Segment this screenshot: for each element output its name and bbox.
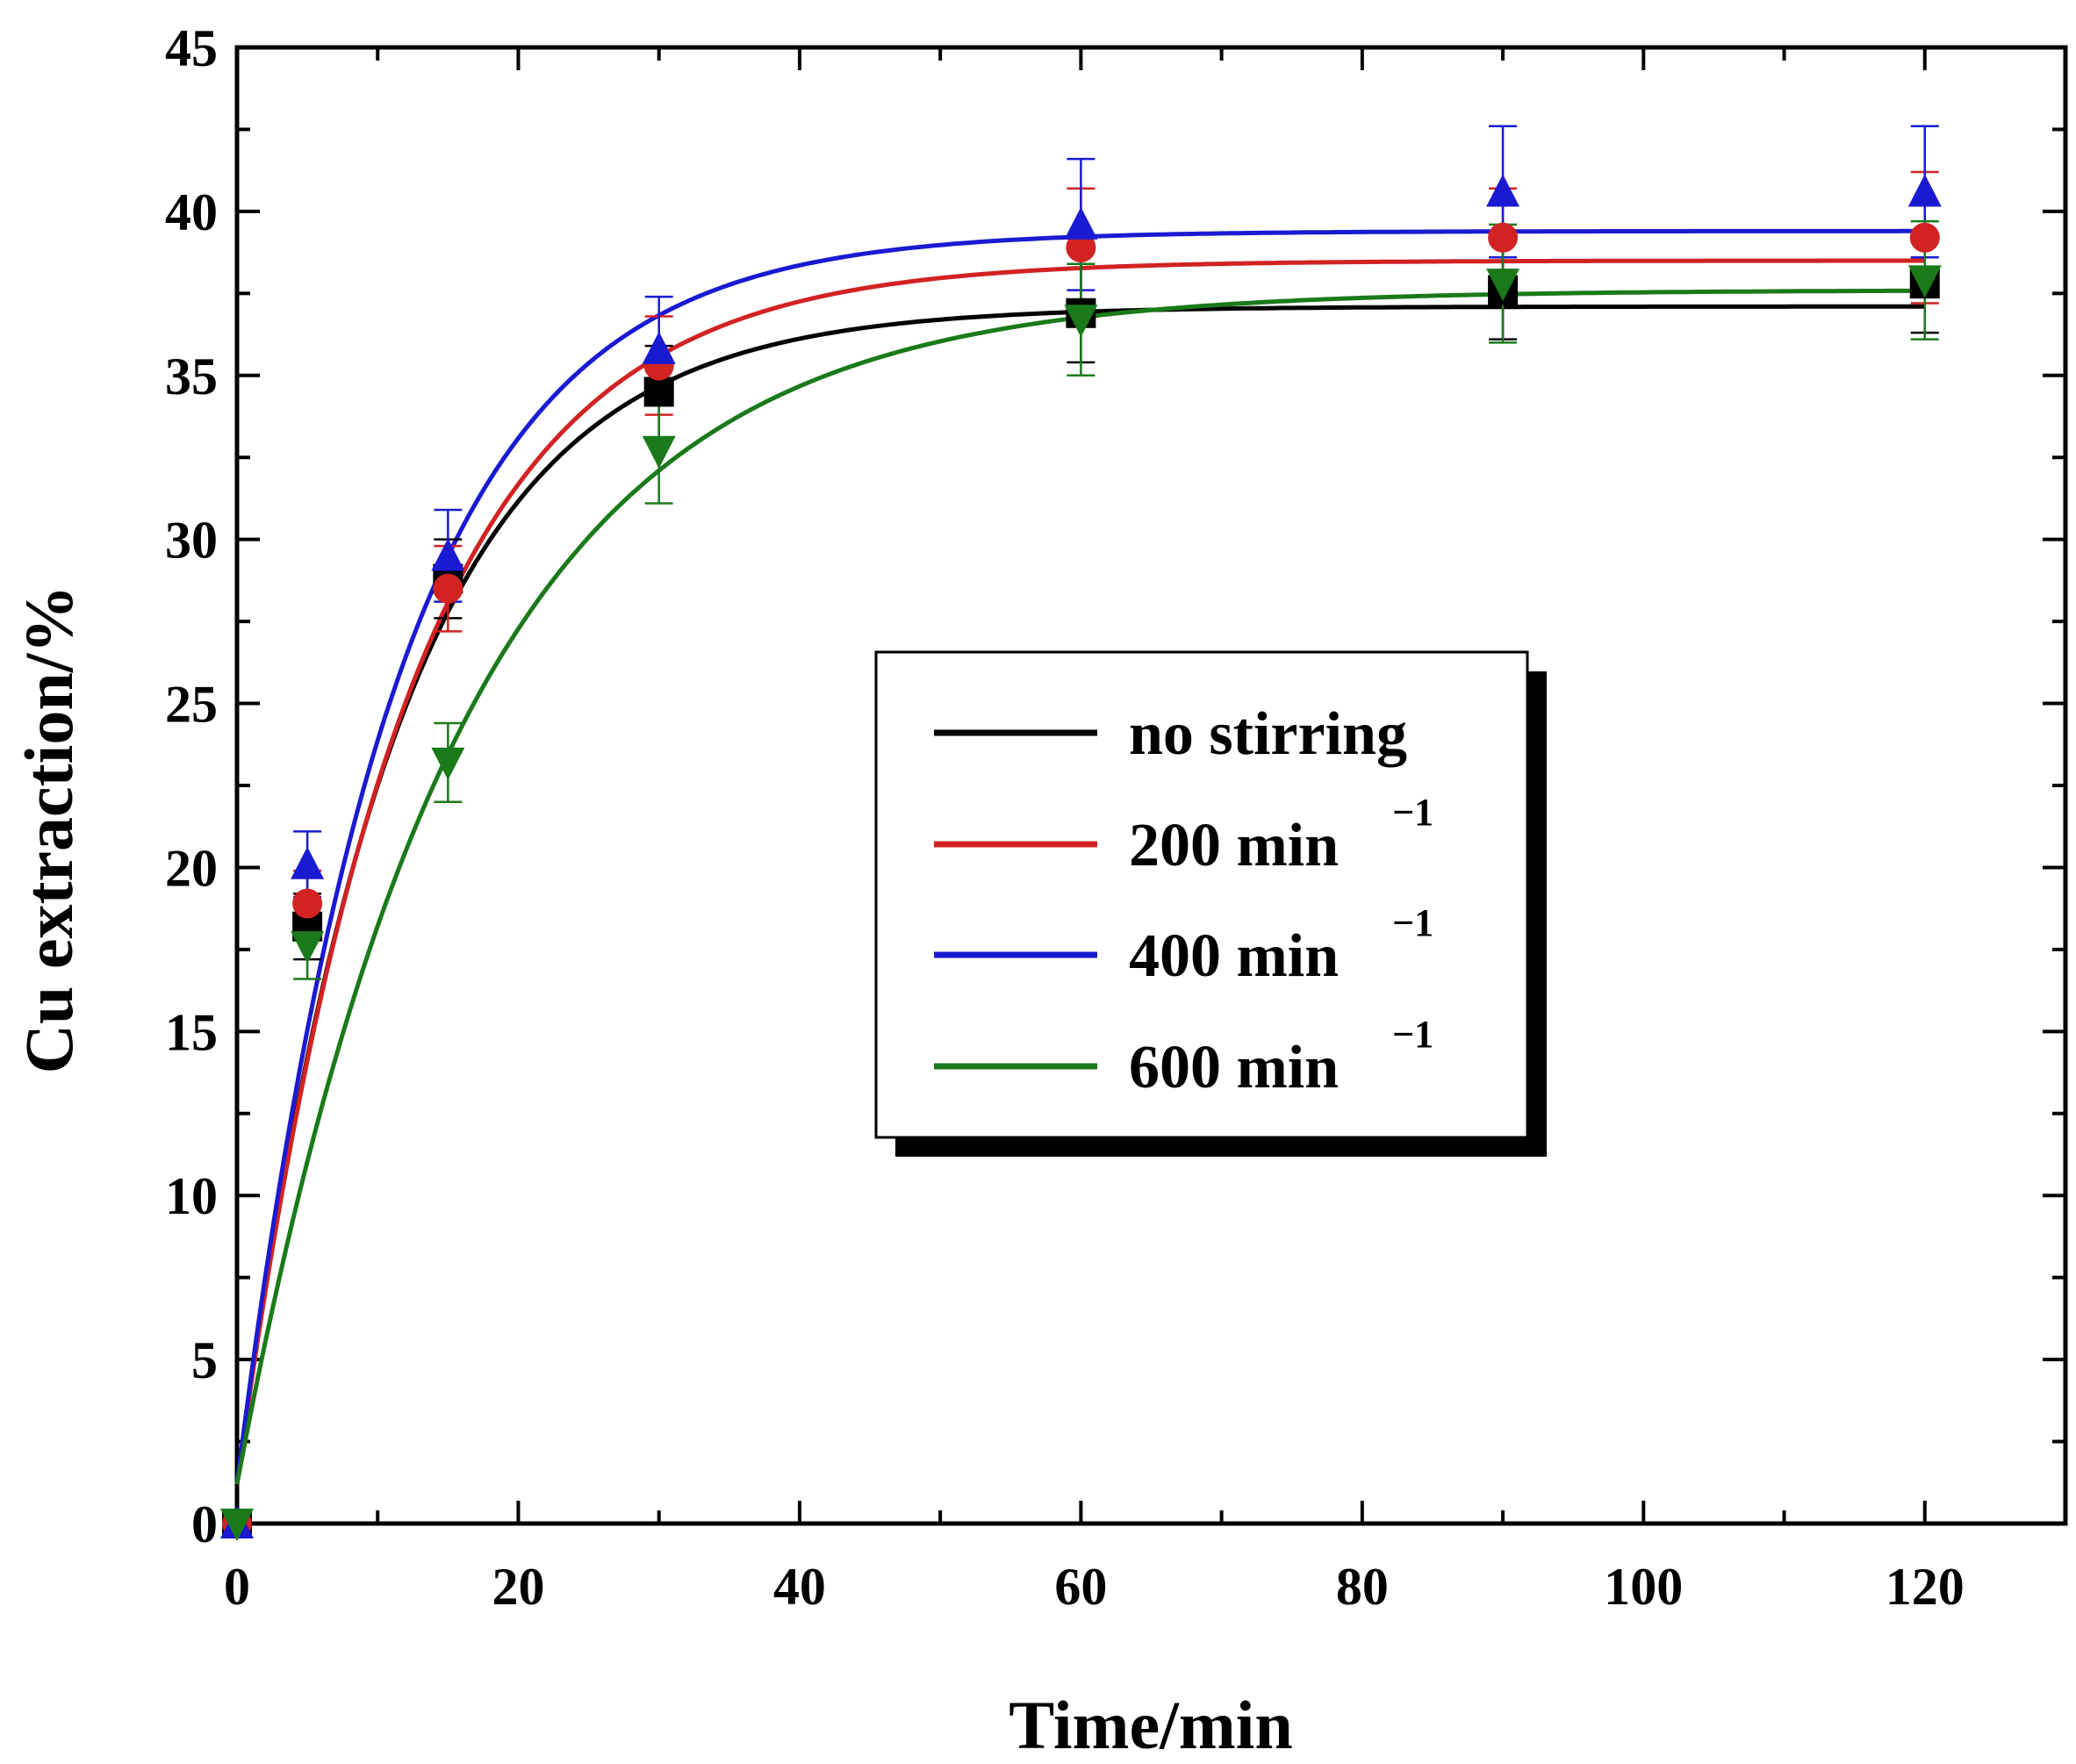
legend-label: 600 min <box>1129 1034 1339 1101</box>
y-axis-label: Cu extraction/% <box>11 585 87 1074</box>
legend-superscript: −1 <box>1392 901 1433 944</box>
data-point-600-min-1 <box>642 435 676 469</box>
x-tick-label: 100 <box>1604 1558 1683 1616</box>
y-tick-label: 10 <box>165 1167 218 1225</box>
legend-label: 400 min <box>1129 922 1339 990</box>
y-tick-label: 30 <box>165 512 218 570</box>
y-tick-label: 15 <box>165 1003 218 1061</box>
x-tick-label: 120 <box>1886 1558 1965 1616</box>
y-tick-label: 45 <box>165 19 218 77</box>
data-point-200-min-1 <box>292 888 323 919</box>
data-point-600-min-1 <box>431 747 465 780</box>
data-point-200-min-1 <box>1909 222 1940 253</box>
data-point-200-min-1 <box>433 573 463 604</box>
data-point-400-min-1 <box>1486 174 1520 207</box>
data-point-200-min-1 <box>1488 222 1519 253</box>
data-point-400-min-1 <box>291 846 325 879</box>
y-tick-label: 40 <box>165 183 218 241</box>
data-markers <box>220 174 1942 1541</box>
legend-superscript: −1 <box>1392 791 1433 834</box>
x-tick-label: 80 <box>1336 1558 1389 1616</box>
x-tick-label: 20 <box>492 1558 544 1616</box>
data-point-400-min-1 <box>1064 206 1098 240</box>
data-point-600-min-1 <box>291 931 325 964</box>
y-tick-label: 25 <box>165 676 218 734</box>
x-axis-label: Time/min <box>1009 1687 1293 1763</box>
x-tick-label: 0 <box>224 1558 250 1616</box>
x-tick-label: 40 <box>773 1558 826 1616</box>
data-point-400-min-1 <box>1907 174 1942 207</box>
data-point-400-min-1 <box>431 538 465 571</box>
legend-label: 200 min <box>1129 812 1339 879</box>
y-tick-label: 5 <box>191 1331 218 1389</box>
data-point-600-min-1 <box>1907 265 1942 298</box>
y-tick-label: 20 <box>165 839 218 897</box>
data-point-600-min-1 <box>220 1509 254 1541</box>
data-point-200-min-1 <box>1066 233 1096 263</box>
data-point-no-stirring <box>643 376 674 407</box>
y-tick-label: 35 <box>165 348 218 405</box>
data-point-600-min-1 <box>1064 305 1098 338</box>
tick-labels: 0 20 40 60 80 100 120 0 5 10 15 20 25 30 35 40 45 <box>165 19 1965 1616</box>
y-tick-label: 0 <box>191 1495 218 1553</box>
legend-superscript: −1 <box>1392 1013 1433 1056</box>
data-point-600-min-1 <box>1486 269 1520 302</box>
data-point-400-min-1 <box>642 331 676 364</box>
legend: no stirring 200 min −1 400 min −1 600 min −1 <box>874 650 1547 1157</box>
legend-label: no stirring <box>1129 700 1407 768</box>
x-tick-label: 60 <box>1054 1558 1107 1616</box>
axis-ticks <box>235 46 2067 1525</box>
